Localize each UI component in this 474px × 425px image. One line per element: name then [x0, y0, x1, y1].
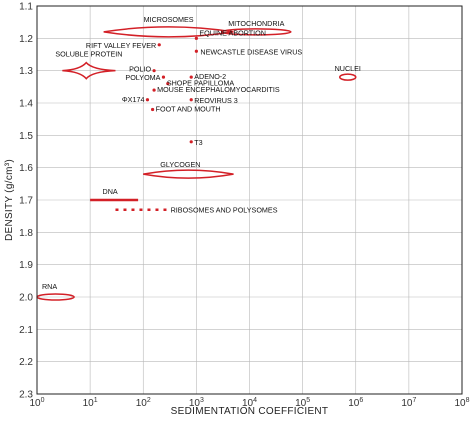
region-glycogen-label: GLYCOGEN [160, 160, 200, 169]
y-tick-label: 1.9 [19, 260, 33, 271]
y-tick-label: 2.0 [19, 293, 33, 304]
point-rift-valley-fever-label: RIFT VALLEY FEVER [86, 41, 156, 50]
x-tick-label: 100 [29, 397, 44, 409]
point-x174-label: ΦX174 [122, 95, 145, 104]
point-adeno-2-label: ADENO-2 [194, 72, 226, 81]
point-polyoma [161, 75, 166, 79]
region-soluble-protein-label: SOLUBLE PROTEIN [55, 50, 122, 59]
point-foot-and-mouth-label: FOOT AND MOUTH [156, 104, 221, 113]
x-tick-label: 101 [83, 397, 98, 409]
x-tick-label: 104 [242, 397, 257, 409]
point-polyoma-label: POLYOMA [125, 73, 160, 82]
point-t3 [189, 140, 193, 144]
region-dna-label: DNA [103, 187, 118, 196]
region-mitochondria-label: MITOCHONDRIA [228, 19, 284, 28]
region-soluble-protein [62, 61, 116, 80]
x-tick-label: 103 [189, 397, 204, 409]
y-tick-label: 2.1 [19, 325, 33, 336]
y-tick-label: 1.8 [19, 228, 33, 239]
x-tick-labels: 100 101 102 103 104 105 106 107 108 [29, 397, 469, 409]
point-rift-valley-fever [157, 43, 161, 47]
point-foot-and-mouth [151, 107, 155, 112]
point-newcastle-disease-virus [194, 49, 198, 53]
point-adeno-2 [189, 75, 193, 79]
point-newcastle-disease-virus-label: NEWCASTLE DISEASE VIRUS [200, 47, 302, 56]
point-x174 [145, 98, 150, 102]
point-mouse-encephalomyocarditis-label: MOUSE ENCEPHALOMYOCARDITIS [157, 85, 280, 94]
x-tick-label: 108 [454, 397, 469, 409]
y-axis-title: DENSITY (g/cm³) [4, 159, 15, 241]
y-tick-label: 1.2 [19, 34, 33, 45]
region-nuclei [339, 73, 357, 81]
y-tick-label: 2.2 [19, 357, 33, 368]
plot-frame [36, 5, 463, 395]
region-nuclei-label: NUCLEI [335, 64, 361, 73]
region-microsomes [103, 26, 234, 38]
region-glycogen [143, 169, 234, 179]
point-shope-papilloma [166, 82, 170, 86]
y-tick-labels: 1.1 1.2 1.3 1.4 1.5 1.6 1.7 1.8 1.9 2.0 2.1 2.2 2.3 [19, 2, 33, 401]
x-tick-label: 102 [136, 397, 151, 409]
y-tick-label: 1.4 [19, 99, 33, 110]
region-microsomes-label: MICROSOMES [144, 15, 194, 24]
region-ribosomes-and-polysomes-label: RIBOSOMES AND POLYSOMES [171, 206, 278, 215]
x-axis-title: SEDIMENTATION COEFFICIENT [171, 406, 329, 417]
x-tick-label: 107 [401, 397, 416, 409]
point-mouse-encephalomyocarditis [152, 88, 156, 92]
x-tick-label: 106 [348, 397, 363, 409]
y-tick-label: 1.3 [19, 66, 33, 77]
region-rna-label: RNA [42, 282, 57, 291]
y-tick-label: 1.1 [19, 2, 33, 13]
data-labels: MICROSOMES MITOCHONDRIA SOLUBLE PROTEIN NUC… [42, 15, 361, 291]
point-polio [152, 69, 156, 73]
y-tick-label: 1.7 [19, 196, 33, 207]
point-equine-abortion [194, 36, 198, 40]
data-points [145, 36, 198, 144]
point-t3-label: T3 [194, 138, 202, 147]
region-shapes [36, 26, 357, 301]
point-shope-papilloma-label: SHOPE PAPILLOMA [167, 79, 235, 88]
point-reovirus-3-label: REOVIRUS 3 [194, 96, 238, 105]
region-mitochondria [220, 28, 292, 36]
point-reovirus-3 [189, 98, 193, 102]
point-equine-abortion-label: EQUINE ABORTION [199, 28, 266, 37]
y-tick-label: 1.5 [19, 131, 33, 142]
y-tick-label: 2.3 [19, 390, 33, 401]
point-polio-label: POLIO [129, 65, 151, 74]
y-tick-label: 1.6 [19, 163, 33, 174]
x-tick-label: 105 [295, 397, 310, 409]
